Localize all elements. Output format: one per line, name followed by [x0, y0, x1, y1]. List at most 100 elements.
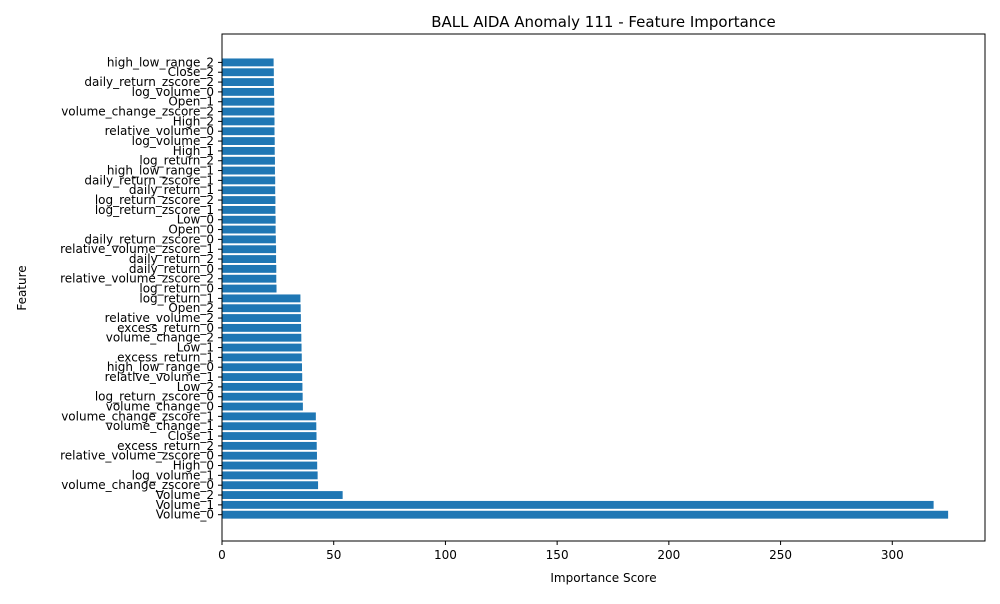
x-tick-label: 300	[881, 548, 904, 562]
y-tick-label: log_volume_0	[132, 85, 214, 99]
y-tick-label: High_2	[173, 114, 214, 128]
bar-log_volume_0	[222, 87, 275, 96]
bar-High_1	[222, 146, 275, 155]
bar-volume_change_zscore_0	[222, 481, 319, 490]
bar-Close_1	[222, 432, 317, 440]
bar-log_return_zscore_2	[222, 196, 276, 204]
bar-Volume_0	[222, 510, 949, 519]
y-tick-label: Open_0	[168, 223, 214, 237]
x-tick-label: 0	[218, 548, 226, 562]
bar-excess_return_0	[222, 323, 302, 332]
y-tick-label: Low_0	[177, 213, 214, 227]
y-tick-label: Open_1	[168, 95, 214, 109]
bar-daily_return_1	[222, 186, 276, 195]
y-tick-label: high_low_range_1	[107, 164, 214, 178]
y-tick-label: log_return_1	[139, 291, 214, 305]
bar-log_return_2	[222, 156, 275, 165]
bar-High_2	[222, 117, 275, 126]
y-tick-label: volume_change_zscore_1	[61, 409, 214, 423]
bar-Close_2	[222, 68, 274, 77]
y-tick-label: excess_return_0	[117, 321, 214, 335]
y-tick-label: Close_1	[168, 429, 214, 443]
y-tick-label: daily_return_2	[129, 252, 214, 266]
bar-relative_volume_2	[222, 314, 301, 322]
bar-volume_change_1	[222, 422, 317, 431]
bar-Low_0	[222, 215, 276, 224]
bar-Open_0	[222, 225, 276, 234]
y-tick-label: relative_volume_1	[105, 370, 214, 384]
bar-volume_change_2	[222, 333, 302, 342]
x-tick-label: 200	[657, 548, 680, 562]
y-tick-label: Open_2	[168, 301, 214, 315]
y-tick-label: relative_volume_0	[105, 124, 214, 138]
bar-high_low_range_1	[222, 166, 275, 175]
y-tick-label: volume_change_zscore_0	[61, 478, 214, 492]
plot-area-frame	[221, 33, 986, 542]
bar-Volume_1	[222, 500, 934, 509]
y-tick-label: high_low_range_2	[107, 55, 214, 69]
bar-daily_return_2	[222, 255, 277, 263]
bar-log_volume_1	[222, 471, 318, 480]
y-tick-label: excess_return_2	[117, 439, 214, 453]
bar-Open_2	[222, 304, 301, 313]
y-tick-label: Low_1	[177, 341, 214, 355]
bar-daily_return_0	[222, 264, 277, 273]
x-tick-label: 50	[326, 548, 341, 562]
y-tick-label: high_low_range_0	[107, 360, 214, 374]
bar-high_low_range_0	[222, 363, 302, 372]
bar-high_low_range_2	[222, 58, 274, 67]
y-tick-label: log_return_0	[139, 282, 214, 296]
chart-title: BALL AIDA Anomaly 111 - Feature Importan…	[431, 13, 776, 31]
y-tick-label: daily_return_zscore_0	[84, 232, 214, 246]
bar-Volume_2	[222, 491, 343, 499]
bar-relative_volume_zscore_2	[222, 274, 277, 283]
y-tick-label: log_volume_1	[132, 468, 214, 482]
y-tick-label: log_return_zscore_1	[95, 203, 214, 217]
y-tick-label: relative_volume_2	[105, 311, 214, 325]
y-tick-label: volume_change_0	[106, 400, 214, 414]
y-tick-label: log_volume_2	[132, 134, 214, 148]
y-tick-label: daily_return_0	[129, 262, 214, 276]
bar-log_volume_2	[222, 137, 275, 145]
x-tick-label: 250	[769, 548, 792, 562]
bar-volume_change_zscore_2	[222, 107, 275, 116]
y-tick-label: Close_2	[168, 65, 214, 79]
y-tick-label: daily_return_1	[129, 183, 214, 197]
bar-excess_return_1	[222, 353, 302, 362]
bar-daily_return_zscore_0	[222, 235, 276, 244]
y-tick-label: relative_volume_zscore_2	[60, 272, 214, 286]
x-axis-ticks: 0 50 100 150 200 250 300	[218, 541, 904, 562]
y-tick-label: volume_change_1	[106, 419, 214, 433]
y-axis-ticks: Volume_0Volume_1Volume_2volume_change_zs…	[60, 55, 222, 522]
bar-log_return_0	[222, 284, 277, 293]
y-tick-label: relative_volume_zscore_0	[60, 449, 214, 463]
y-tick-label: daily_return_zscore_1	[84, 173, 214, 187]
bar-relative_volume_0	[222, 127, 275, 136]
bar-volume_change_0	[222, 402, 303, 411]
x-tick-label: 150	[546, 548, 569, 562]
bar-relative_volume_1	[222, 373, 303, 381]
y-tick-label: Volume_0	[156, 508, 214, 522]
y-tick-label: High_1	[173, 144, 214, 158]
bar-log_return_1	[222, 294, 301, 303]
bar-relative_volume_zscore_1	[222, 245, 277, 254]
y-tick-label: volume_change_2	[106, 331, 214, 345]
bar-log_return_zscore_1	[222, 205, 276, 214]
bar-daily_return_zscore_2	[222, 78, 274, 86]
y-tick-label: Volume_2	[156, 488, 214, 502]
y-tick-label: Low_2	[177, 380, 214, 394]
y-tick-label: excess_return_1	[117, 350, 214, 364]
bar-Low_2	[222, 382, 303, 391]
x-tick-label: 100	[434, 548, 457, 562]
bar-log_return_zscore_0	[222, 392, 303, 401]
y-tick-label: log_return_zscore_0	[95, 390, 214, 404]
y-tick-label: volume_change_zscore_2	[61, 105, 214, 119]
bar-volume_change_zscore_1	[222, 412, 316, 421]
y-tick-label: log_return_2	[139, 154, 214, 168]
bar-High_0	[222, 461, 318, 470]
y-tick-label: daily_return_zscore_2	[84, 75, 214, 89]
bar-daily_return_zscore_1	[222, 176, 276, 185]
